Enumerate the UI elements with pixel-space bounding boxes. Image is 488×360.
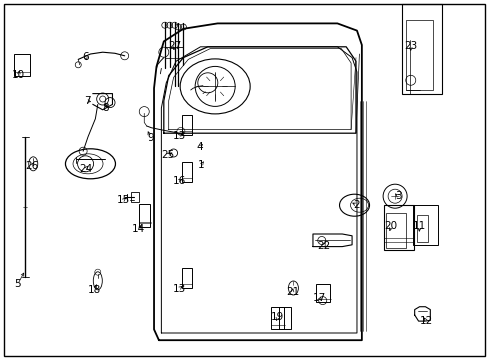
Text: 20: 20 — [384, 221, 397, 231]
Text: 21: 21 — [285, 287, 299, 297]
Bar — [316, 284, 330, 302]
Text: 26: 26 — [25, 161, 39, 171]
Bar — [131, 192, 139, 202]
Text: 8: 8 — [102, 103, 108, 113]
Text: 10: 10 — [12, 70, 25, 80]
Bar — [402, 4, 442, 94]
Bar — [182, 115, 191, 135]
Text: 16: 16 — [172, 176, 185, 186]
Bar — [182, 162, 191, 182]
Text: 11: 11 — [412, 221, 426, 231]
Text: 3: 3 — [394, 191, 401, 201]
Text: 14: 14 — [132, 224, 145, 234]
Text: 12: 12 — [419, 316, 432, 327]
Text: 24: 24 — [79, 164, 92, 174]
Bar — [386, 213, 406, 248]
Text: 5: 5 — [14, 279, 21, 289]
Text: 1: 1 — [198, 159, 204, 170]
Text: 27: 27 — [168, 41, 182, 51]
Text: 2: 2 — [353, 200, 360, 210]
Text: 18: 18 — [87, 285, 101, 295]
Text: 13: 13 — [172, 131, 185, 141]
Bar — [405, 20, 432, 90]
Bar — [139, 204, 150, 227]
Text: 15: 15 — [116, 195, 130, 205]
Bar — [416, 215, 427, 242]
Text: 25: 25 — [161, 150, 174, 160]
Bar — [271, 307, 284, 329]
Text: 19: 19 — [270, 312, 284, 322]
Bar — [412, 205, 437, 245]
Bar — [182, 268, 191, 288]
Text: 4: 4 — [196, 142, 203, 152]
Bar — [14, 54, 30, 76]
Text: 17: 17 — [312, 293, 325, 303]
Text: 9: 9 — [147, 132, 154, 143]
Bar — [279, 307, 291, 329]
Text: 22: 22 — [316, 240, 330, 251]
Bar — [383, 205, 413, 250]
Text: 23: 23 — [403, 41, 417, 51]
Text: 13: 13 — [172, 284, 185, 294]
Text: 6: 6 — [82, 51, 89, 62]
Text: 7: 7 — [83, 96, 90, 106]
